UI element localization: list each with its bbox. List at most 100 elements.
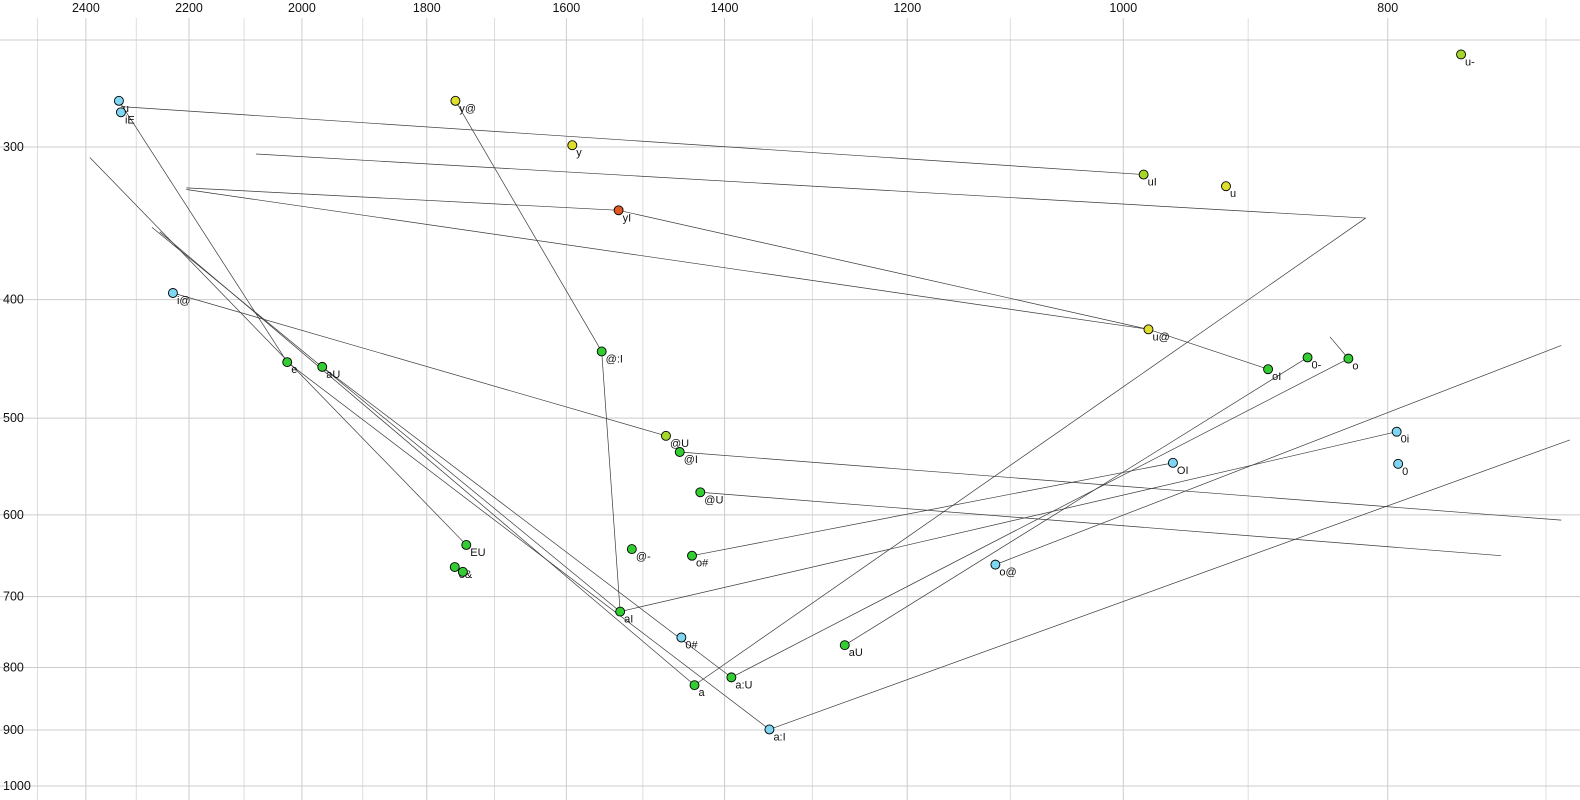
point-label: aU	[326, 369, 340, 381]
x-axis-tick-label: 2000	[288, 1, 316, 15]
data-point[interactable]	[726, 672, 737, 683]
point-label: aI	[624, 614, 633, 626]
trajectory-line	[620, 431, 1397, 612]
x-axis-tick-label: 1400	[711, 1, 739, 15]
data-point[interactable]	[596, 346, 607, 357]
point-label: o	[1352, 361, 1358, 373]
point-label: uI	[1148, 177, 1157, 189]
data-point[interactable]	[1221, 181, 1231, 192]
data-point[interactable]	[661, 430, 671, 441]
point-label: u-	[1465, 56, 1475, 68]
data-point[interactable]	[1143, 324, 1154, 335]
trajectory-line	[844, 357, 1308, 646]
trajectory-line	[995, 345, 1562, 565]
trajectory-line	[120, 106, 1144, 175]
trajectory-line	[322, 366, 732, 678]
x-axis-tick-label: 2200	[175, 1, 203, 15]
x-axis-tick-label: 1200	[893, 1, 921, 15]
trajectory-line	[694, 217, 1366, 686]
data-point[interactable]	[1391, 426, 1402, 437]
data-point[interactable]	[839, 640, 850, 651]
data-point[interactable]	[613, 205, 624, 216]
trajectory-line	[455, 100, 602, 352]
data-point[interactable]	[1393, 458, 1404, 469]
point-label: OI	[1177, 465, 1189, 477]
point-label: u	[1230, 188, 1236, 200]
point-label: @U	[670, 438, 689, 450]
y-axis-tick-label: 500	[3, 411, 24, 425]
point-label: i@	[177, 295, 191, 307]
trajectory-line	[769, 439, 1571, 730]
point-label: u	[123, 103, 129, 115]
trajectory-line	[172, 292, 667, 437]
data-point[interactable]	[1456, 49, 1467, 60]
point-label: 0#	[685, 640, 698, 652]
trajectory-line	[618, 209, 1149, 330]
point-label: y	[576, 147, 582, 159]
point-label: iE	[125, 114, 135, 126]
data-point[interactable]	[674, 447, 685, 457]
point-label: oI	[1272, 371, 1281, 383]
data-point[interactable]	[113, 95, 124, 106]
data-point[interactable]	[457, 566, 468, 577]
data-point[interactable]	[1343, 353, 1354, 364]
trajectory-line	[186, 187, 619, 211]
data-point[interactable]	[689, 680, 700, 691]
x-axis-tick-label: 1600	[552, 1, 580, 15]
point-label: 0-	[1312, 359, 1322, 371]
point-label: aU	[849, 647, 863, 659]
data-point[interactable]	[567, 140, 578, 151]
point-label: @:I	[606, 353, 623, 365]
trajectory-line	[256, 153, 1366, 219]
data-point[interactable]	[1302, 352, 1313, 363]
trajectory-line	[89, 157, 467, 546]
point-label: @I	[684, 454, 698, 466]
point-label: y@	[459, 103, 476, 115]
data-point[interactable]	[1167, 457, 1178, 468]
trajectory-line	[118, 100, 288, 363]
point-label: @-	[636, 551, 651, 563]
data-point[interactable]	[317, 361, 328, 372]
point-label: EU	[470, 547, 485, 559]
point-label: @U	[704, 494, 723, 506]
trajectory-line	[1148, 329, 1269, 370]
data-point[interactable]	[764, 724, 775, 735]
point-label: a	[699, 687, 706, 699]
data-point[interactable]	[449, 562, 460, 572]
data-point[interactable]	[676, 632, 687, 643]
x-axis-tick-label: 1800	[413, 1, 441, 15]
data-point[interactable]	[461, 539, 472, 550]
y-axis-tick-label: 400	[3, 293, 24, 307]
point-label: 0	[1402, 466, 1408, 478]
y-axis-tick-label: 600	[3, 508, 24, 522]
x-axis-tick-label: 800	[1377, 1, 1398, 15]
point-label: o#	[696, 558, 709, 570]
trajectory-line	[186, 189, 1149, 330]
data-point[interactable]	[626, 544, 637, 555]
data-point[interactable]	[1263, 364, 1274, 375]
point-label: a:U	[735, 679, 752, 691]
trajectory-line	[691, 462, 1173, 557]
data-point[interactable]	[282, 357, 293, 368]
y-axis-tick-label: 300	[3, 140, 24, 154]
x-axis-tick-label: 1000	[1109, 1, 1137, 15]
y-axis-tick-label: 900	[3, 723, 24, 737]
point-label: o@	[999, 567, 1016, 579]
trajectory-line	[679, 451, 1562, 521]
data-point[interactable]	[687, 550, 697, 561]
x-axis-tick-label: 2400	[72, 1, 100, 15]
y-axis-tick-label: 800	[3, 661, 24, 675]
trajectory-line	[286, 361, 770, 730]
data-point[interactable]	[695, 487, 706, 498]
data-point[interactable]	[615, 606, 626, 617]
data-point[interactable]	[450, 95, 461, 106]
data-point[interactable]	[116, 107, 126, 118]
point-label: 0i	[1401, 434, 1410, 446]
y-axis-tick-label: 700	[3, 590, 24, 604]
data-point[interactable]	[990, 559, 1001, 570]
data-point[interactable]	[1138, 169, 1149, 180]
y-axis-tick-label: 1000	[3, 779, 31, 793]
data-point[interactable]	[167, 288, 178, 298]
